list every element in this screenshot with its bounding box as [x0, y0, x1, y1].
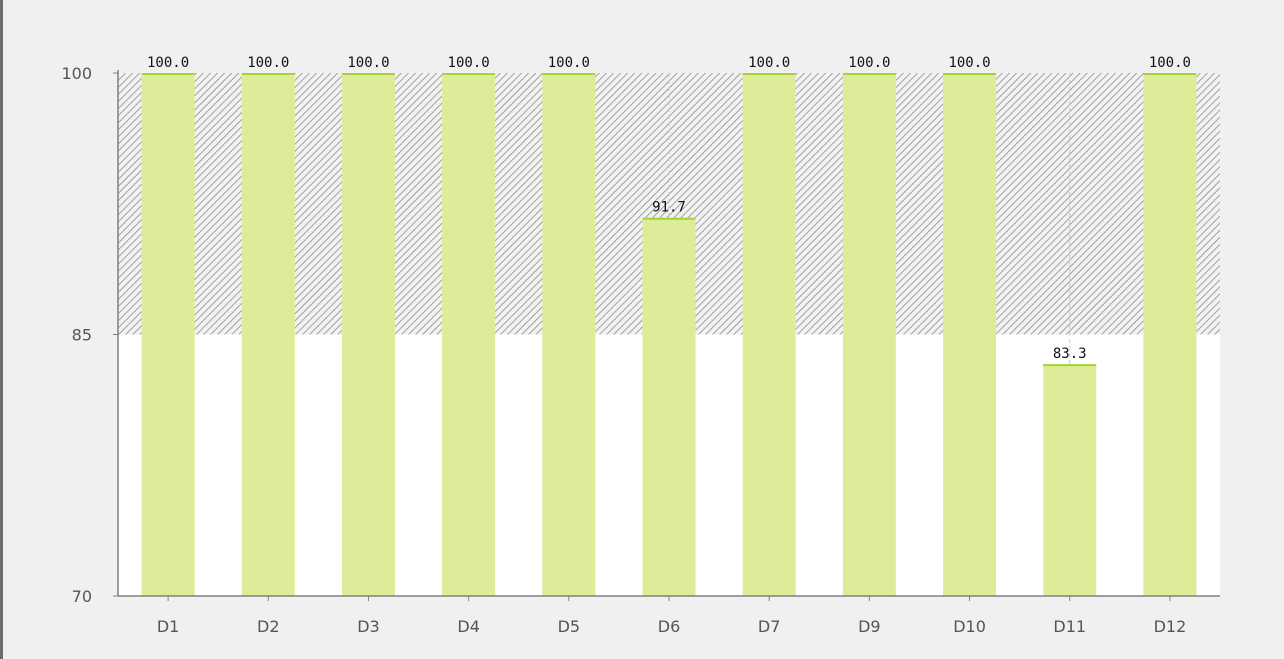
bar-d10 [943, 73, 997, 596]
x-tick-label-d12: D12 [1154, 617, 1187, 636]
bar-d4 [442, 73, 496, 596]
x-tick-label-d3: D3 [357, 617, 380, 636]
data-label-d7: 100.0 [748, 55, 790, 71]
data-label-d5: 100.0 [548, 55, 590, 71]
x-tick-label-d9: D9 [858, 617, 881, 636]
left-border-rule [0, 0, 3, 659]
bar-d7 [742, 73, 796, 596]
x-tick-label-d4: D4 [457, 617, 480, 636]
x-tick-label-d5: D5 [558, 617, 581, 636]
bar-d11 [1043, 364, 1097, 596]
data-label-d12: 100.0 [1149, 55, 1191, 71]
data-label-d2: 100.0 [247, 55, 289, 71]
data-label-d10: 100.0 [948, 55, 990, 71]
y-tick-label-85: 85 [72, 326, 92, 345]
data-label-d9: 100.0 [848, 55, 890, 71]
y-tick-label-70: 70 [72, 587, 92, 606]
bar-d9 [842, 73, 896, 596]
data-label-d4: 100.0 [448, 55, 490, 71]
data-label-d11: 83.3 [1053, 346, 1087, 362]
data-label-d6: 91.7 [652, 200, 686, 216]
x-tick-label-d2: D2 [257, 617, 280, 636]
x-tick-label-d1: D1 [157, 617, 180, 636]
x-tick-label-d6: D6 [658, 617, 681, 636]
data-label-d1: 100.0 [147, 55, 189, 71]
x-tick-label-d7: D7 [758, 617, 781, 636]
x-tick-label-d11: D11 [1053, 617, 1086, 636]
bar-d12 [1143, 73, 1197, 596]
bar-d3 [341, 73, 395, 596]
x-tick-label-d10: D10 [953, 617, 986, 636]
bar-d1 [141, 73, 195, 596]
bar-d6 [642, 217, 696, 597]
bar-d2 [241, 73, 295, 596]
bar-d5 [542, 73, 596, 596]
y-tick-label-100: 100 [61, 64, 92, 83]
data-label-d3: 100.0 [347, 55, 389, 71]
